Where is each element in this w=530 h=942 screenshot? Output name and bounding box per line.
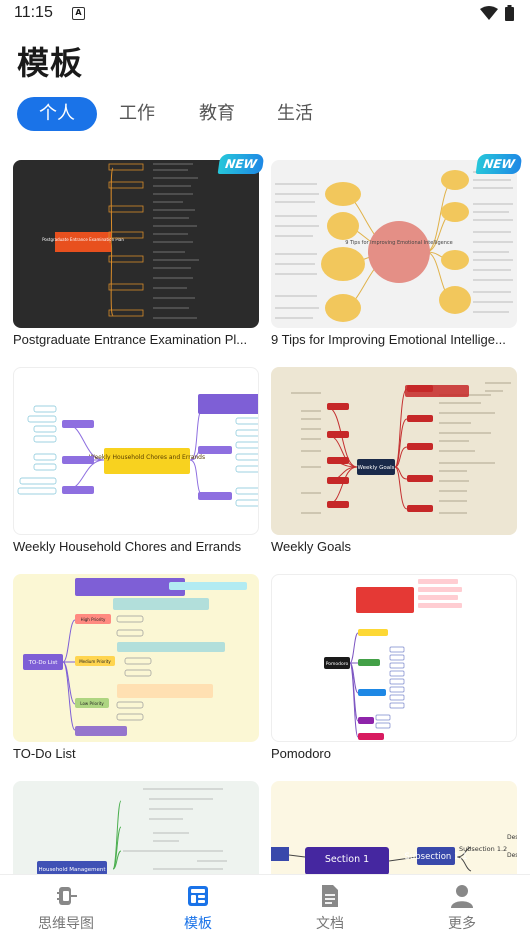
template-thumbnail[interactable]: 9 Tips for Improving Emotional Intellige… <box>271 160 517 328</box>
mindmap-preview: TO-Do List High Priority Medium Priority… <box>23 578 247 736</box>
tab-education[interactable]: 教育 <box>199 103 235 124</box>
nav-label: 更多 <box>448 916 476 932</box>
svg-text:Desc: Desc <box>507 834 517 841</box>
mindmap-icon <box>57 887 77 905</box>
nav-documents[interactable]: 文档 <box>264 883 396 933</box>
template-thumbnail[interactable]: Weekly Household Chores and Errands <box>13 367 259 535</box>
preview-text: Weekly Household Chores and Errands <box>89 454 205 461</box>
app-notification-icon: A <box>72 7 85 20</box>
nav-label: 思维导图 <box>38 916 94 932</box>
tab-work[interactable]: 工作 <box>119 103 155 124</box>
template-icon <box>188 886 208 906</box>
preview-text: Subsection 1.1 <box>404 852 467 862</box>
tab-life[interactable]: 生活 <box>277 103 313 124</box>
battery-icon <box>505 5 514 21</box>
template-title: TO-Do List <box>13 746 76 761</box>
tab-personal[interactable]: 个人 <box>17 97 97 131</box>
preview-text: Weekly Goals <box>358 465 395 471</box>
template-thumbnail[interactable]: TO-Do List High Priority Medium Priority… <box>13 574 259 742</box>
preview-text: Subsection 1.2 <box>459 845 507 853</box>
mindmap-preview: Pomodoro <box>324 579 462 740</box>
mindmap-preview: Household Management <box>37 788 227 875</box>
mindmap-preview: Weekly Household Chores and Errands <box>17 394 258 507</box>
wifi-icon <box>480 6 498 20</box>
preview-text: Pomodoro <box>326 661 349 667</box>
preview-text: Medium Priority <box>79 659 111 664</box>
preview-text: High Priority <box>81 617 106 622</box>
template-title: Postgraduate Entrance Examination Pl... <box>13 332 248 347</box>
new-badge: NEW <box>217 154 265 174</box>
template-title: 9 Tips for Improving Emotional Intellige… <box>271 332 506 347</box>
template-thumbnail[interactable]: Pomodoro <box>271 574 517 742</box>
template-thumbnail[interactable]: Section 1 Subsection 1.1 Subsection 1.2 … <box>271 781 517 875</box>
preview-text: 9 Tips for Improving Emotional Intellige… <box>345 240 453 246</box>
template-thumbnail[interactable]: Household Management <box>13 781 259 875</box>
preview-text: TO-Do List <box>28 660 59 666</box>
mindmap-preview: Section 1 Subsection 1.1 Subsection 1.2 … <box>271 834 517 875</box>
preview-text: Postgraduate Entrance Examination Plan <box>42 237 124 242</box>
preview-text: Household Management <box>38 867 106 873</box>
page-title: 模板 <box>17 44 84 82</box>
nav-more[interactable]: 更多 <box>396 883 528 933</box>
preview-text: Section 1 <box>325 854 369 865</box>
status-bar: 11:15 A <box>0 0 530 28</box>
mindmap-preview: Weekly Goals <box>291 382 511 514</box>
nav-mindmap[interactable]: 思维导图 <box>0 883 132 933</box>
nav-label: 模板 <box>184 916 212 932</box>
bottom-navigation: 思维导图 模板 文档 更多 <box>0 874 530 942</box>
person-icon <box>451 885 473 908</box>
template-thumbnail[interactable]: Weekly Goals <box>271 367 517 535</box>
document-icon <box>322 885 338 907</box>
nav-label: 文档 <box>316 916 344 932</box>
mindmap-preview: Postgraduate Entrance Examination Plan <box>42 163 199 319</box>
template-title: Pomodoro <box>271 746 331 761</box>
status-time: 11:15 <box>14 4 53 21</box>
template-title: Weekly Goals <box>271 539 351 554</box>
template-title: Weekly Household Chores and Errands <box>13 539 242 554</box>
new-badge: NEW <box>475 154 523 174</box>
nav-templates[interactable]: 模板 <box>132 883 264 933</box>
svg-text:Desc: Desc <box>507 852 517 859</box>
preview-text: Low Priority <box>80 701 104 706</box>
template-thumbnail[interactable]: Postgraduate Entrance Examination Plan <box>13 160 259 328</box>
mindmap-preview: 9 Tips for Improving Emotional Intellige… <box>275 170 513 322</box>
